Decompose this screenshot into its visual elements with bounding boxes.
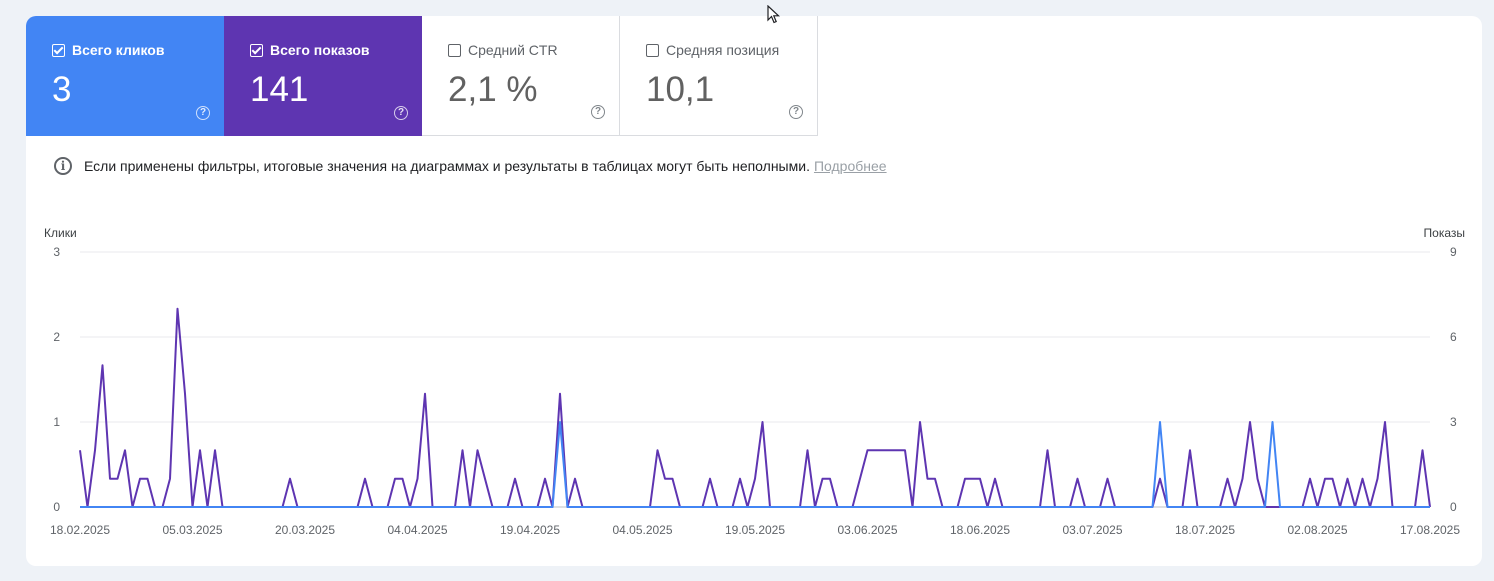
clicks-series-line <box>80 421 1430 508</box>
tile-value: 3 <box>52 70 72 109</box>
chart-grid <box>80 251 1430 508</box>
right-tick-label: 9 <box>1450 245 1457 259</box>
x-tick-label: 05.03.2025 <box>162 523 222 537</box>
x-tick-label: 19.04.2025 <box>500 523 560 537</box>
impressions-series-line <box>79 307 1431 508</box>
tile-header: Средняя позиция <box>646 42 779 58</box>
metric-tile-clicks[interactable]: Всего кликов 3 ? <box>26 16 224 136</box>
tile-label: Всего показов <box>270 42 370 58</box>
help-icon[interactable]: ? <box>789 105 803 119</box>
right-axis-title: Показы <box>1424 226 1465 240</box>
tile-value: 141 <box>250 70 309 109</box>
tile-value: 2,1 % <box>448 70 538 109</box>
x-axis-ticks: 18.02.2025 05.03.2025 20.03.2025 04.04.2025… <box>50 523 1460 537</box>
left-tick-label: 0 <box>53 500 60 514</box>
x-tick-label: 18.07.2025 <box>1175 523 1235 537</box>
metric-tile-impressions[interactable]: Всего показов 141 ? <box>224 16 422 136</box>
checkbox-unchecked-icon[interactable] <box>646 43 659 57</box>
right-tick-label: 0 <box>1450 500 1457 514</box>
left-tick-label: 1 <box>53 415 60 429</box>
x-tick-label: 19.05.2025 <box>725 523 785 537</box>
help-icon[interactable]: ? <box>591 105 605 119</box>
help-icon[interactable]: ? <box>196 106 210 120</box>
tile-header: Средний CTR <box>448 42 558 58</box>
left-axis-ticks: 0 1 2 3 <box>53 245 60 514</box>
left-tick-label: 3 <box>53 245 60 259</box>
x-tick-label: 04.05.2025 <box>612 523 672 537</box>
x-tick-label: 04.04.2025 <box>387 523 447 537</box>
info-icon: i <box>54 157 72 175</box>
learn-more-link[interactable]: Подробнее <box>813 158 887 174</box>
tile-label: Всего кликов <box>72 42 165 58</box>
tile-header: Всего показов <box>250 42 370 58</box>
filter-notice: i Если применены фильтры, итоговые значе… <box>54 157 887 175</box>
x-tick-label: 20.03.2025 <box>275 523 335 537</box>
metric-tile-ctr[interactable]: Средний CTR 2,1 % ? <box>422 16 620 136</box>
metric-tile-position[interactable]: Средняя позиция 10,1 ? <box>620 16 818 136</box>
right-axis-ticks: 0 3 6 9 <box>1450 245 1457 514</box>
notice-text: Если применены фильтры, итоговые значени… <box>84 158 810 174</box>
metric-tiles: Всего кликов 3 ? Всего показов 141 ? Сре… <box>26 16 818 136</box>
checkbox-checked-icon[interactable] <box>250 43 263 57</box>
tile-header: Всего кликов <box>52 42 164 58</box>
right-tick-label: 6 <box>1450 330 1457 344</box>
checkbox-checked-icon[interactable] <box>52 43 65 57</box>
right-tick-label: 3 <box>1450 415 1457 429</box>
tile-label: Средняя позиция <box>666 42 780 58</box>
chart-series <box>79 307 1431 508</box>
performance-chart[interactable]: Клики Показы 0 1 2 3 0 3 6 9 18.02.2025 05.03.2… <box>26 16 1482 566</box>
help-icon[interactable]: ? <box>394 106 408 120</box>
mouse-cursor-icon <box>767 5 781 24</box>
x-tick-label: 18.06.2025 <box>950 523 1010 537</box>
x-tick-label: 02.08.2025 <box>1287 523 1347 537</box>
x-tick-label: 03.06.2025 <box>837 523 897 537</box>
performance-card: Всего кликов 3 ? Всего показов 141 ? Сре… <box>26 16 1482 566</box>
left-tick-label: 2 <box>53 330 60 344</box>
x-tick-label: 03.07.2025 <box>1062 523 1122 537</box>
checkbox-unchecked-icon[interactable] <box>448 43 461 57</box>
tile-value: 10,1 <box>646 70 715 109</box>
left-axis-title: Клики <box>44 226 77 240</box>
x-tick-label: 18.02.2025 <box>50 523 110 537</box>
x-tick-label: 17.08.2025 <box>1400 523 1460 537</box>
tile-label: Средний CTR <box>468 42 558 58</box>
